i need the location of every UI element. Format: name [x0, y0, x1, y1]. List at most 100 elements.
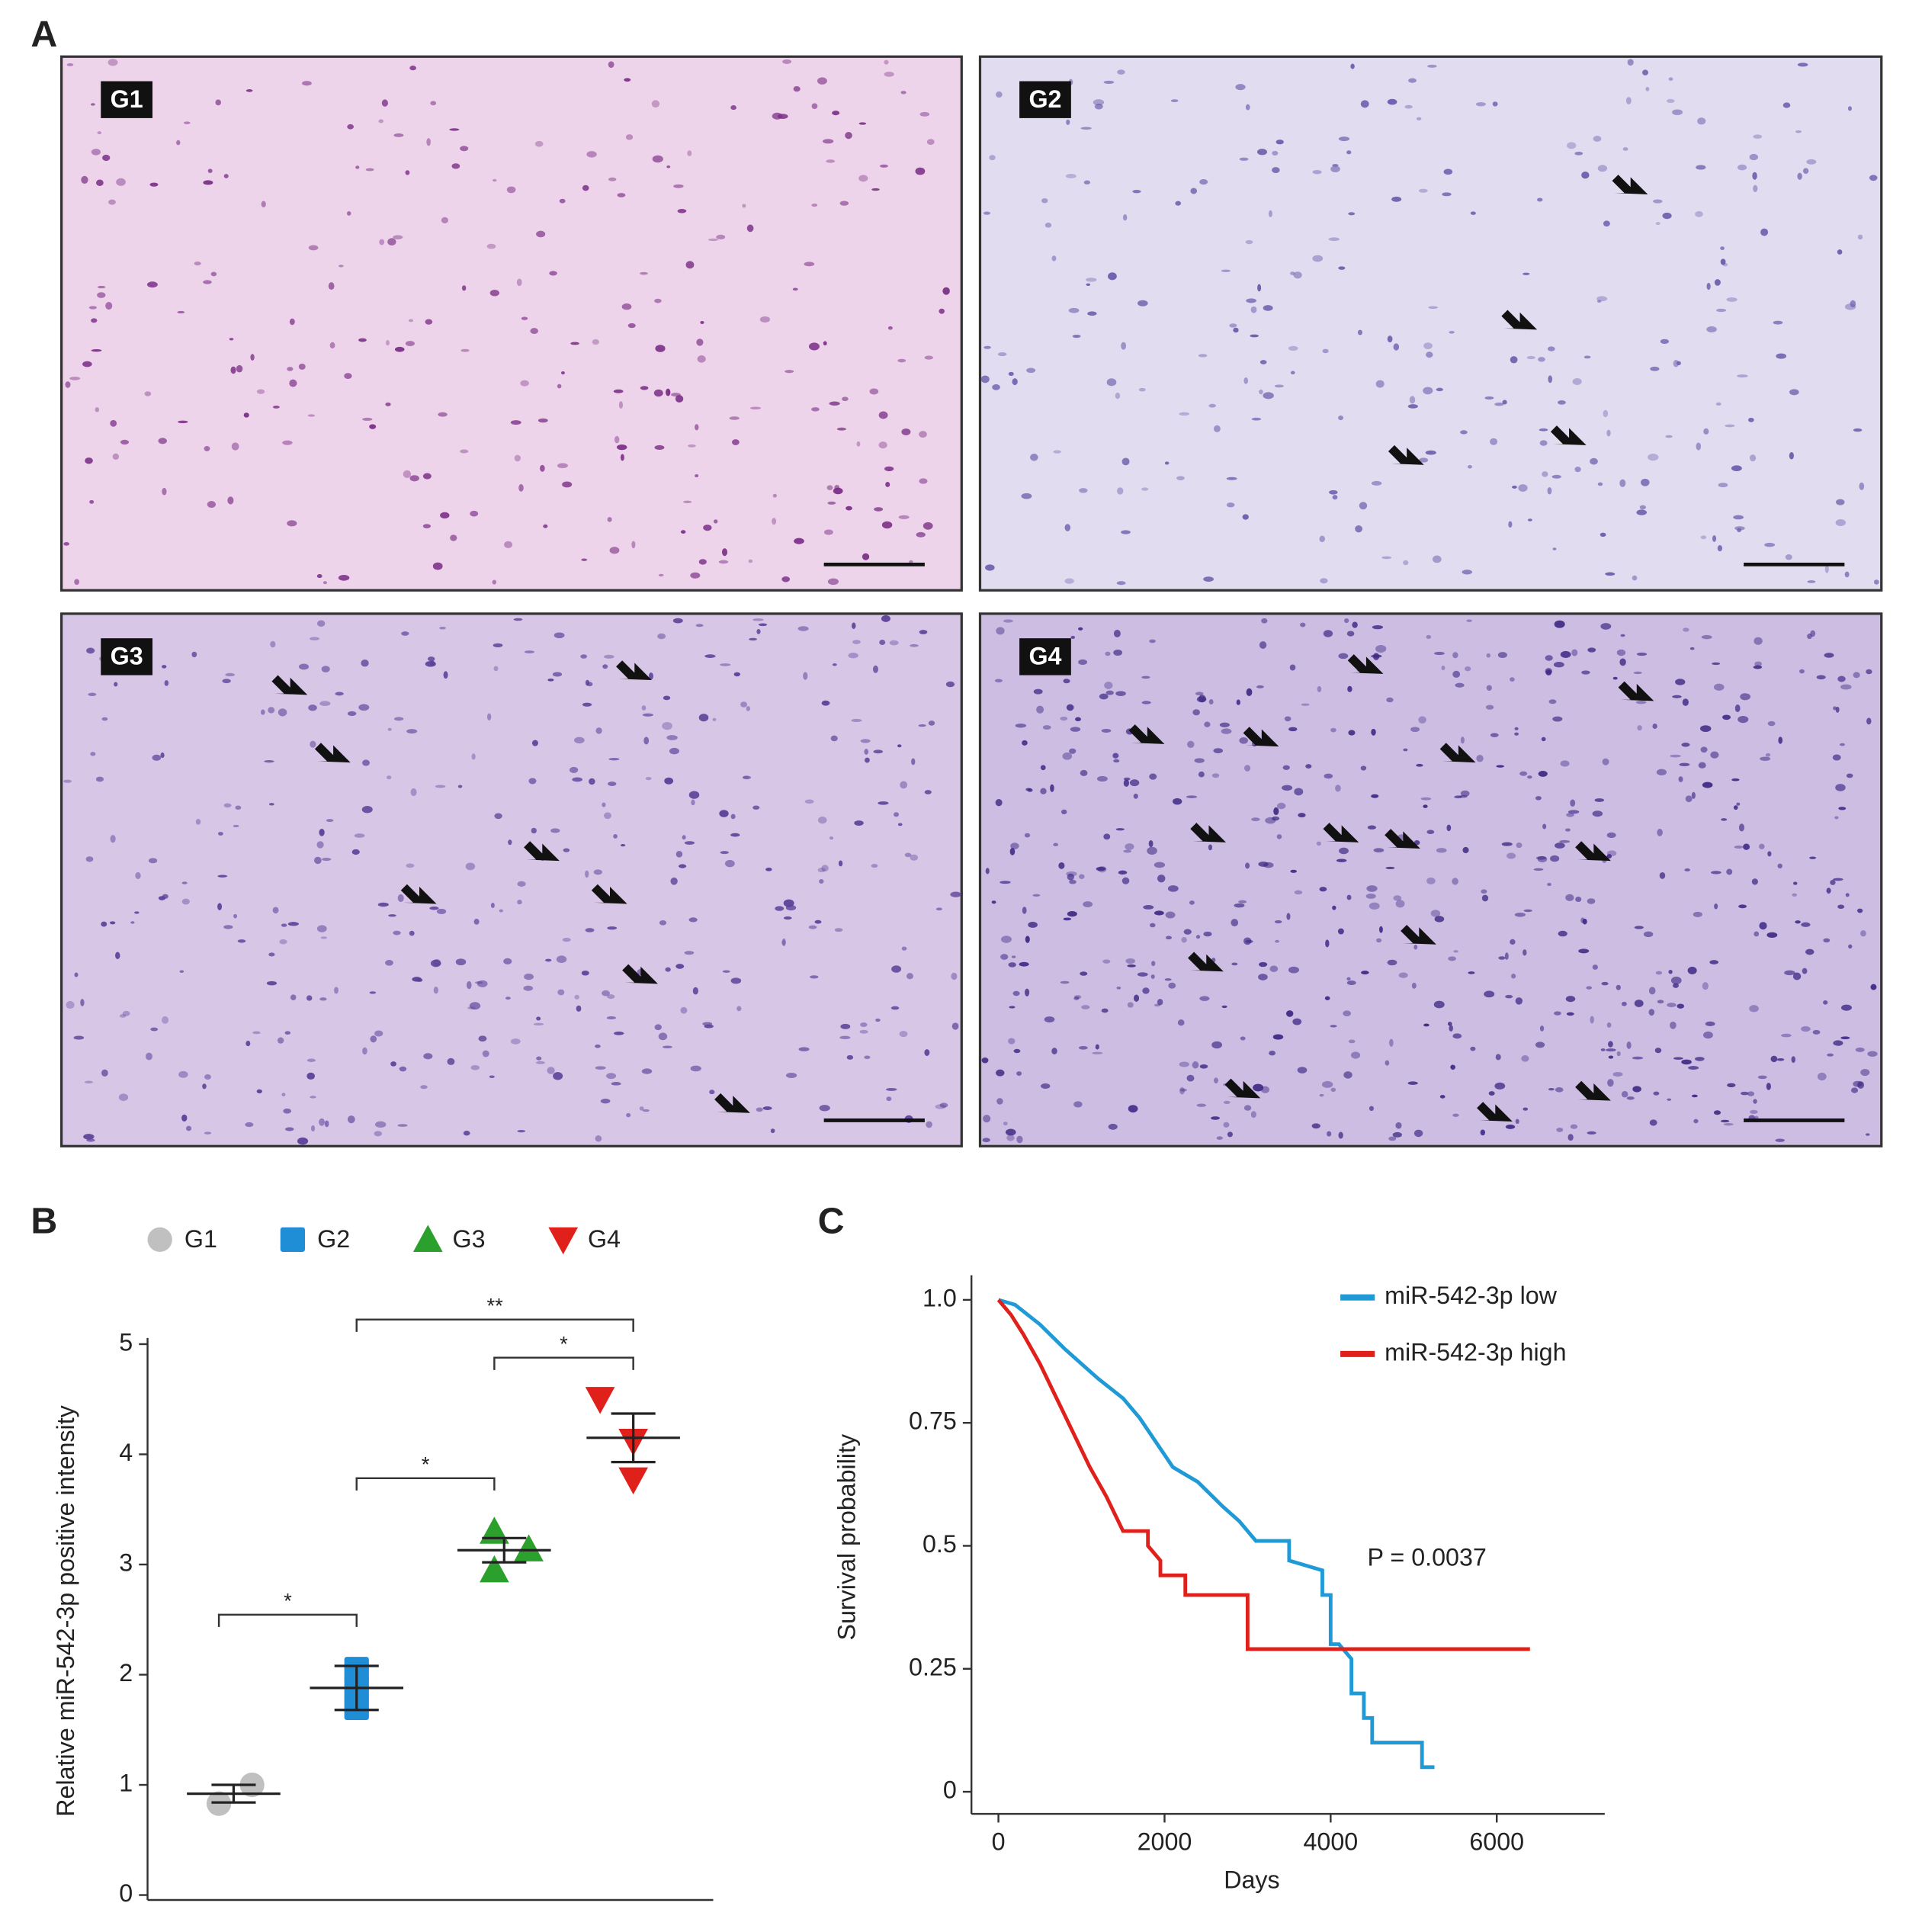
cell [74, 579, 80, 586]
cell [1058, 862, 1065, 869]
cell [1321, 1080, 1333, 1088]
cell [670, 877, 678, 885]
cell [1586, 986, 1593, 990]
cell [906, 973, 913, 980]
cell [581, 970, 589, 976]
cell [607, 517, 612, 522]
cell [1643, 931, 1654, 938]
cell [268, 707, 275, 714]
cell [1360, 100, 1369, 108]
cell [1837, 676, 1846, 682]
cell [1673, 1057, 1683, 1060]
cell [473, 918, 480, 925]
cell [524, 973, 534, 980]
cell [284, 1031, 291, 1035]
cell [1198, 354, 1208, 358]
cell [742, 204, 746, 208]
cell [740, 701, 747, 708]
cell [1301, 703, 1310, 706]
cell [1749, 454, 1757, 462]
cell [1554, 620, 1565, 628]
cell [1186, 795, 1198, 798]
cell [862, 553, 870, 560]
cell [1073, 996, 1080, 1000]
cell [450, 534, 457, 541]
cell [1770, 1055, 1778, 1063]
cell [95, 776, 104, 782]
cell [536, 1016, 541, 1021]
cell [781, 576, 791, 582]
cell [1150, 974, 1155, 979]
cell [406, 729, 418, 734]
cell [1504, 952, 1509, 960]
cell [202, 1083, 207, 1090]
cell [1259, 389, 1263, 395]
cell [808, 925, 817, 929]
cell [819, 878, 824, 884]
cell [1606, 832, 1616, 839]
cell [1123, 777, 1131, 781]
cell [1848, 944, 1853, 949]
cell [1660, 339, 1670, 345]
cell [1125, 958, 1135, 964]
cell [942, 287, 950, 295]
cell [1259, 961, 1268, 968]
arrow [1575, 1080, 1611, 1101]
cell [1855, 1047, 1865, 1052]
cell [1234, 903, 1245, 908]
cell [97, 285, 106, 289]
cell [1365, 894, 1376, 899]
cell [223, 803, 232, 808]
cell [1600, 1048, 1606, 1051]
cell [1375, 644, 1387, 653]
cell [1501, 842, 1513, 846]
cell [1593, 136, 1602, 142]
cell [655, 345, 666, 352]
cell [1523, 272, 1530, 275]
cell [904, 852, 912, 858]
cell [1106, 378, 1117, 387]
cell [1523, 909, 1532, 913]
cell [1590, 1016, 1594, 1024]
cell [1387, 98, 1397, 105]
cell [91, 149, 101, 156]
cell [1649, 1119, 1657, 1126]
cell [652, 155, 663, 163]
cell [1360, 765, 1367, 771]
cell [1866, 669, 1872, 675]
cell [1064, 578, 1074, 584]
cell [1596, 300, 1602, 303]
cell [1603, 220, 1610, 227]
cell [1151, 961, 1156, 967]
cell [651, 100, 660, 108]
cell [1688, 1066, 1699, 1070]
cell [586, 151, 597, 158]
cell [1853, 672, 1860, 679]
cell [1648, 987, 1656, 995]
cell [1759, 922, 1767, 930]
cell [889, 640, 899, 646]
cell [1655, 222, 1661, 226]
cell [1810, 630, 1816, 637]
cell [875, 1018, 881, 1022]
cell [1657, 1000, 1664, 1004]
cell [1006, 1134, 1015, 1141]
cell [385, 402, 391, 406]
cell [928, 720, 935, 726]
cell [980, 375, 990, 384]
cell [1053, 842, 1059, 846]
cell [985, 868, 990, 875]
cell [122, 1010, 130, 1016]
cell [1428, 306, 1438, 309]
image-label: G2 [1028, 85, 1061, 113]
cell [195, 819, 201, 825]
cell [830, 735, 838, 742]
cell [1141, 676, 1150, 679]
cell [552, 672, 563, 677]
cell [416, 978, 423, 982]
cell [1512, 485, 1517, 489]
cell [688, 917, 698, 923]
cell [1411, 982, 1417, 989]
cell [1375, 380, 1385, 388]
cell [1268, 210, 1272, 217]
